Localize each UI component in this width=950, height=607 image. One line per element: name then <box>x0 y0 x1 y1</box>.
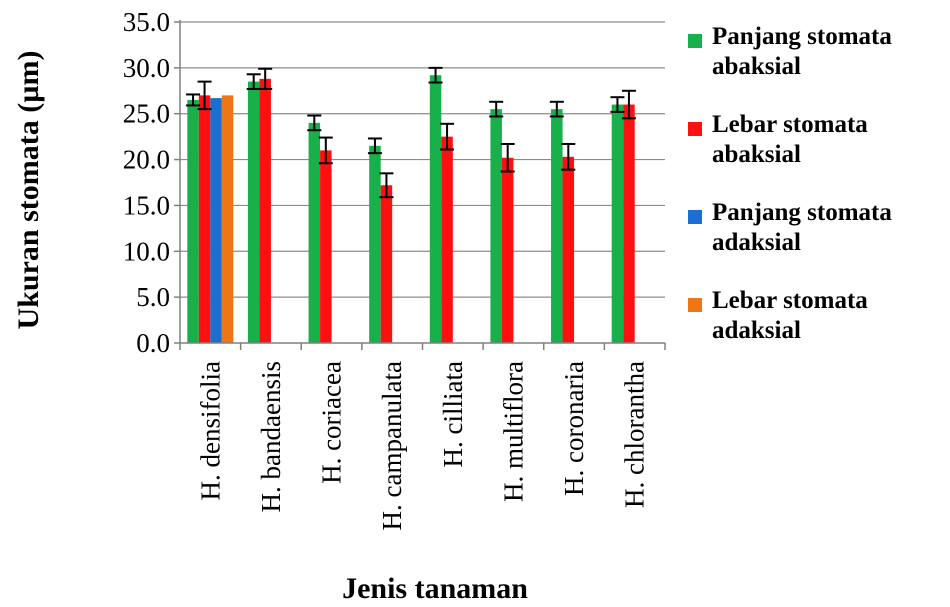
bar <box>210 98 222 343</box>
legend-swatch <box>688 210 702 224</box>
x-tick-label: H. coriacea <box>317 361 347 484</box>
y-axis-label: Ukuran stomata (µm) <box>12 51 45 330</box>
x-axis-label: Jenis tanaman <box>342 572 528 602</box>
legend-label-line: Lebar stomata <box>712 111 868 138</box>
y-tick-label: 0.0 <box>136 328 170 358</box>
legend-item-panjang-adaksial: Panjang stomata adaksial <box>688 198 950 286</box>
y-tick-label: 35.0 <box>123 7 170 37</box>
legend-label-line: abaksial <box>712 53 801 80</box>
error-bars <box>186 66 636 199</box>
y-tick-label: 5.0 <box>136 282 170 312</box>
bar <box>562 156 575 343</box>
x-tick-label: H. campanulata <box>377 361 407 530</box>
legend-item-lebar-adaksial: Lebar stomata adaksial <box>688 286 950 374</box>
bar <box>221 95 234 343</box>
x-tick-label: H. multiflora <box>498 361 528 502</box>
bar <box>501 157 514 343</box>
bar <box>369 145 381 343</box>
x-tick-label: H. densifolia <box>195 361 225 500</box>
bar <box>380 185 393 343</box>
legend-label: Panjang stomata adaksial <box>712 198 950 258</box>
bar <box>320 150 332 343</box>
bar <box>611 104 624 344</box>
bars <box>187 75 635 344</box>
y-tick-label: 30.0 <box>123 53 170 83</box>
bar <box>247 81 260 343</box>
x-tick-label: H. chlorantha <box>620 361 650 508</box>
legend-label-line: Panjang stomata <box>712 199 892 226</box>
axes <box>174 20 666 350</box>
legend-label: Lebar stomata adaksial <box>712 286 950 346</box>
bar <box>187 99 199 343</box>
bar <box>308 122 321 343</box>
y-tick-label: 25.0 <box>123 99 170 129</box>
legend-swatch <box>688 122 702 136</box>
legend-label-line: Panjang stomata <box>712 23 892 50</box>
legend-label: Panjang stomata abaksial <box>712 22 950 82</box>
x-tick-label: H. bandaensis <box>256 361 286 512</box>
legend-label-line: adaksial <box>712 229 801 256</box>
legend-label-line: Lebar stomata <box>712 287 868 314</box>
legend: Panjang stomata abaksial Lebar stomata a… <box>688 22 950 374</box>
legend-label-line: abaksial <box>712 141 801 168</box>
legend-item-lebar-abaksial: Lebar stomata abaksial <box>688 110 950 198</box>
bar <box>259 78 271 343</box>
bar <box>623 104 635 344</box>
bar <box>198 95 211 343</box>
x-tick-label: H. coronaria <box>559 361 589 496</box>
legend-item-panjang-abaksial: Panjang stomata abaksial <box>688 22 950 110</box>
y-tick-label: 10.0 <box>123 236 170 266</box>
y-tick-label: 15.0 <box>123 190 170 220</box>
y-tick-label: 20.0 <box>123 145 170 175</box>
bar <box>429 75 442 344</box>
bar <box>441 136 453 343</box>
legend-swatch <box>688 34 702 48</box>
bar <box>490 109 502 343</box>
legend-label-line: adaksial <box>712 317 801 344</box>
legend-swatch <box>688 298 702 312</box>
x-tick-label: H. cilliata <box>438 361 468 467</box>
tick-labels: 0.0 5.0 10.0 15.0 20.0 25.0 30.0 35.0 H. densifo… <box>123 7 650 530</box>
legend-label: Lebar stomata abaksial <box>712 110 950 170</box>
bar <box>551 109 563 343</box>
